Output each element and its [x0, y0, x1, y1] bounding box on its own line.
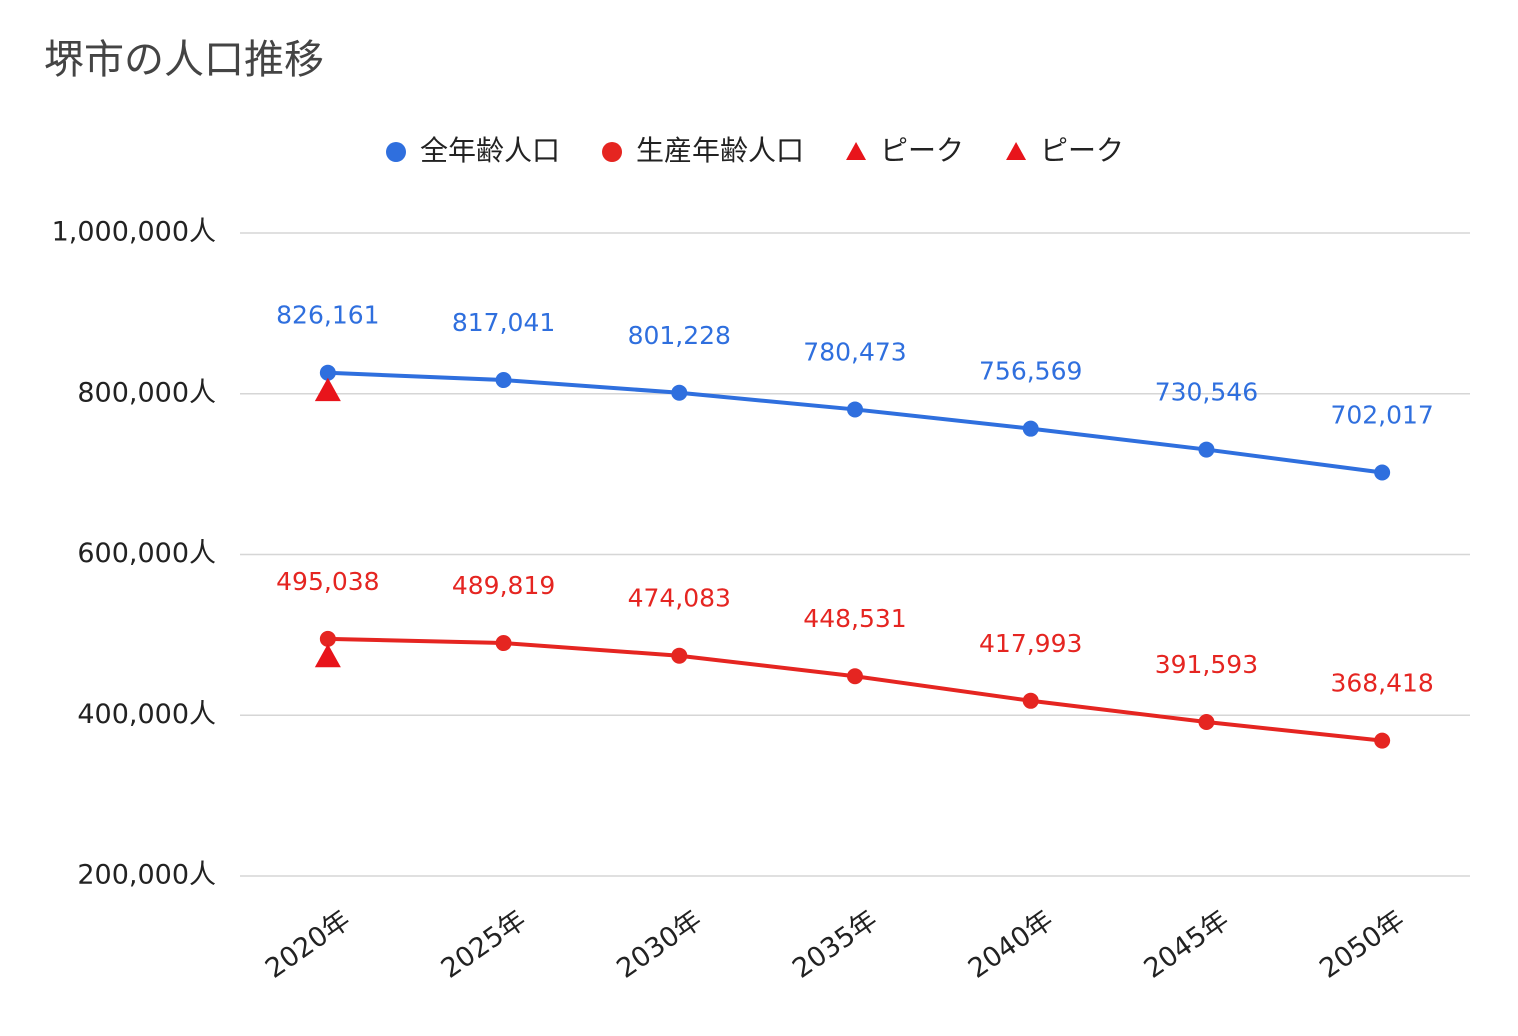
y-tick-label: 200,000人 — [77, 860, 216, 891]
data-point — [671, 384, 688, 401]
legend: 全年齢人口 生産年齢人口 ピーク ピーク — [386, 134, 1124, 167]
data-label: 474,083 — [628, 584, 731, 613]
data-label: 368,418 — [1330, 669, 1433, 698]
x-tick-label: 2040年 — [963, 904, 1059, 984]
data-label: 702,017 — [1330, 401, 1433, 430]
legend-marker — [1006, 142, 1027, 160]
data-point — [671, 647, 688, 664]
y-tick-label: 800,000人 — [77, 377, 216, 408]
data-label: 817,041 — [452, 308, 555, 337]
x-tick-label: 2020年 — [260, 904, 356, 984]
data-point — [847, 401, 863, 418]
data-point — [1022, 692, 1039, 709]
x-tick-label: 2045年 — [1139, 904, 1235, 984]
data-label: 391,593 — [1155, 650, 1258, 679]
data-label: 448,531 — [803, 604, 906, 633]
data-label: 417,993 — [979, 629, 1082, 658]
data-point — [319, 364, 336, 381]
data-point — [495, 635, 512, 652]
data-point — [1198, 714, 1215, 731]
data-point — [1374, 464, 1391, 481]
data-point — [495, 372, 512, 389]
x-tick-label: 2035年 — [787, 904, 883, 984]
legend-marker — [386, 142, 406, 162]
peak-marker — [314, 377, 341, 402]
data-label: 495,038 — [276, 567, 379, 596]
legend-label: ピーク — [880, 134, 964, 167]
x-tick-label: 2050年 — [1314, 904, 1410, 984]
legend-marker — [602, 142, 623, 162]
data-label: 826,161 — [276, 301, 379, 330]
y-tick-label: 1,000,000人 — [52, 217, 216, 248]
x-tick-label: 2025年 — [436, 904, 532, 984]
y-tick-label: 400,000人 — [77, 699, 216, 730]
legend-marker — [846, 142, 867, 160]
chart-title: 堺市の人口推移 — [44, 37, 324, 83]
data-label: 730,546 — [1155, 378, 1258, 407]
data-point — [1198, 441, 1215, 458]
data-label: 489,819 — [452, 571, 555, 600]
data-label: 801,228 — [628, 321, 731, 350]
legend-label: ピーク — [1040, 134, 1124, 167]
legend-label: 全年齢人口 — [420, 134, 560, 167]
data-point — [847, 668, 863, 685]
data-label: 780,473 — [803, 337, 906, 366]
x-tick-label: 2030年 — [611, 904, 707, 984]
data-point — [1374, 732, 1391, 749]
legend-label: 生産年齢人口 — [636, 134, 804, 167]
data-point — [319, 630, 336, 647]
y-tick-label: 600,000人 — [77, 538, 216, 569]
data-label: 756,569 — [979, 357, 1082, 386]
data-point — [1022, 420, 1039, 437]
peak-marker — [314, 643, 341, 668]
